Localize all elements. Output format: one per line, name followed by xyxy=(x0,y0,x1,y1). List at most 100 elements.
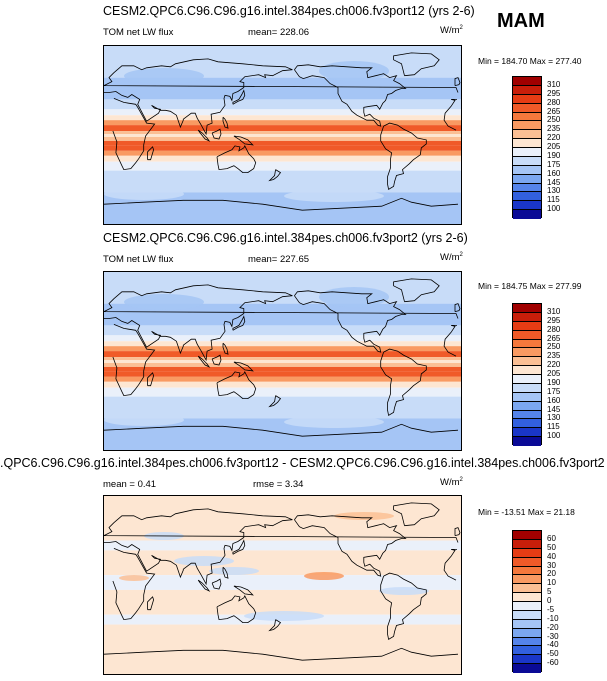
coastline xyxy=(454,303,461,312)
colorbar-swatch xyxy=(513,392,541,402)
coastline xyxy=(393,502,440,527)
colorbar-swatch xyxy=(513,192,541,202)
colorbar-tick-label: 265 xyxy=(547,333,561,343)
coastline xyxy=(268,169,282,182)
colorbar-tick-label: 190 xyxy=(547,377,561,387)
panel1-map xyxy=(103,45,462,225)
field-patch xyxy=(334,512,394,520)
field-band xyxy=(104,99,461,110)
panel2-variable-label: TOM net LW flux xyxy=(103,254,174,265)
panel2-title: CESM2.QPC6.C96.C96.g16.intel.384pes.ch00… xyxy=(103,231,468,245)
colorbar-tick-label: 175 xyxy=(547,386,561,396)
field-band xyxy=(104,134,461,137)
colorbar-tick-label: 60 xyxy=(547,533,556,543)
colorbar-swatch xyxy=(513,575,541,585)
field-band xyxy=(104,303,461,326)
coastline xyxy=(147,596,155,611)
field-band xyxy=(104,376,461,382)
field-band xyxy=(104,145,461,151)
colorbar-swatch xyxy=(513,419,541,429)
coastline xyxy=(216,595,257,623)
colorbar-tick-label: 5 xyxy=(547,587,552,597)
colorbar-swatch xyxy=(513,584,541,594)
field-patch xyxy=(104,188,184,200)
colorbar-tick-label: 0 xyxy=(547,596,552,605)
coastline xyxy=(211,578,222,590)
coastline xyxy=(380,572,427,641)
colorbar-swatch xyxy=(513,357,541,367)
coastline xyxy=(393,52,440,77)
panel3-colorbar xyxy=(512,530,542,673)
colorbar-swatch xyxy=(513,557,541,567)
field-band xyxy=(104,140,461,146)
panel1-variable-label: TOM net LW flux xyxy=(103,27,174,38)
colorbar-swatch xyxy=(513,531,541,540)
coastline xyxy=(232,315,246,331)
colorbar-tick-label: 160 xyxy=(547,168,561,178)
coastline xyxy=(233,585,254,596)
panel2-minmax: Min = 184.75 Max = 277.99 xyxy=(478,281,582,291)
field-band xyxy=(104,381,461,388)
colorbar-tick-label: 100 xyxy=(547,431,561,441)
colorbar-swatch xyxy=(513,664,541,673)
colorbar-swatch xyxy=(513,383,541,393)
colorbar-swatch xyxy=(513,348,541,358)
colorbar-swatch xyxy=(513,94,541,104)
colorbar-swatch xyxy=(513,156,541,166)
colorbar-swatch xyxy=(513,148,541,157)
colorbar-swatch xyxy=(513,130,541,140)
field-band xyxy=(104,396,461,419)
field-band xyxy=(104,387,461,397)
coastline xyxy=(294,64,407,127)
field-band xyxy=(104,136,461,141)
colorbar-swatch xyxy=(513,646,541,656)
panel2-map-svg xyxy=(104,272,461,450)
colorbar-tick-label: 250 xyxy=(547,342,561,352)
coastline xyxy=(104,508,459,586)
colorbar-tick-label: 220 xyxy=(547,133,561,143)
field-patch xyxy=(284,190,384,202)
colorbar-swatch xyxy=(513,103,541,113)
colorbar-swatch xyxy=(513,610,541,620)
coastline xyxy=(233,135,254,146)
colorbar-tick-label: 235 xyxy=(547,351,561,361)
season-label: MAM xyxy=(497,10,545,32)
colorbar-swatch xyxy=(513,121,541,131)
panel1-minmax: Min = 184.70 Max = 277.40 xyxy=(478,56,582,66)
field-patch xyxy=(379,587,429,595)
panel1-mean-label: mean= 228.06 xyxy=(248,27,310,38)
colorbar-swatch xyxy=(513,619,541,629)
colorbar-tick-label: 20 xyxy=(547,569,556,579)
field-band xyxy=(104,155,461,162)
field-band xyxy=(104,371,461,377)
coastline xyxy=(197,129,211,142)
colorbar-tick-label: 130 xyxy=(547,186,561,196)
field-band xyxy=(104,362,461,367)
colorbar-tick-label: 295 xyxy=(547,88,561,98)
colorbar-swatch xyxy=(513,539,541,549)
field-band xyxy=(104,624,461,674)
colorbar-swatch xyxy=(513,201,541,211)
colorbar-tick-label: 205 xyxy=(547,369,561,378)
colorbar-swatch xyxy=(513,339,541,349)
colorbar-tick-label: 280 xyxy=(547,324,561,334)
field-band xyxy=(104,77,461,100)
field-band xyxy=(104,335,461,342)
field-band xyxy=(104,125,461,132)
colorbar-tick-label: 40 xyxy=(547,551,556,561)
colorbar-tick-label: 190 xyxy=(547,150,561,160)
panel2-units: W/m2 xyxy=(440,252,463,264)
field-band xyxy=(104,357,461,361)
colorbar-swatch xyxy=(513,77,541,86)
field-patch xyxy=(124,294,204,310)
colorbar-swatch xyxy=(513,321,541,331)
field-band xyxy=(104,150,461,156)
field-band xyxy=(104,346,461,352)
colorbar-tick-label: 175 xyxy=(547,159,561,169)
panel2-mean-label: mean= 227.65 xyxy=(248,254,310,265)
field-band xyxy=(104,161,461,171)
field-band xyxy=(104,325,461,336)
coastline xyxy=(294,514,407,577)
colorbar-swatch xyxy=(513,112,541,122)
coastline xyxy=(393,278,440,303)
